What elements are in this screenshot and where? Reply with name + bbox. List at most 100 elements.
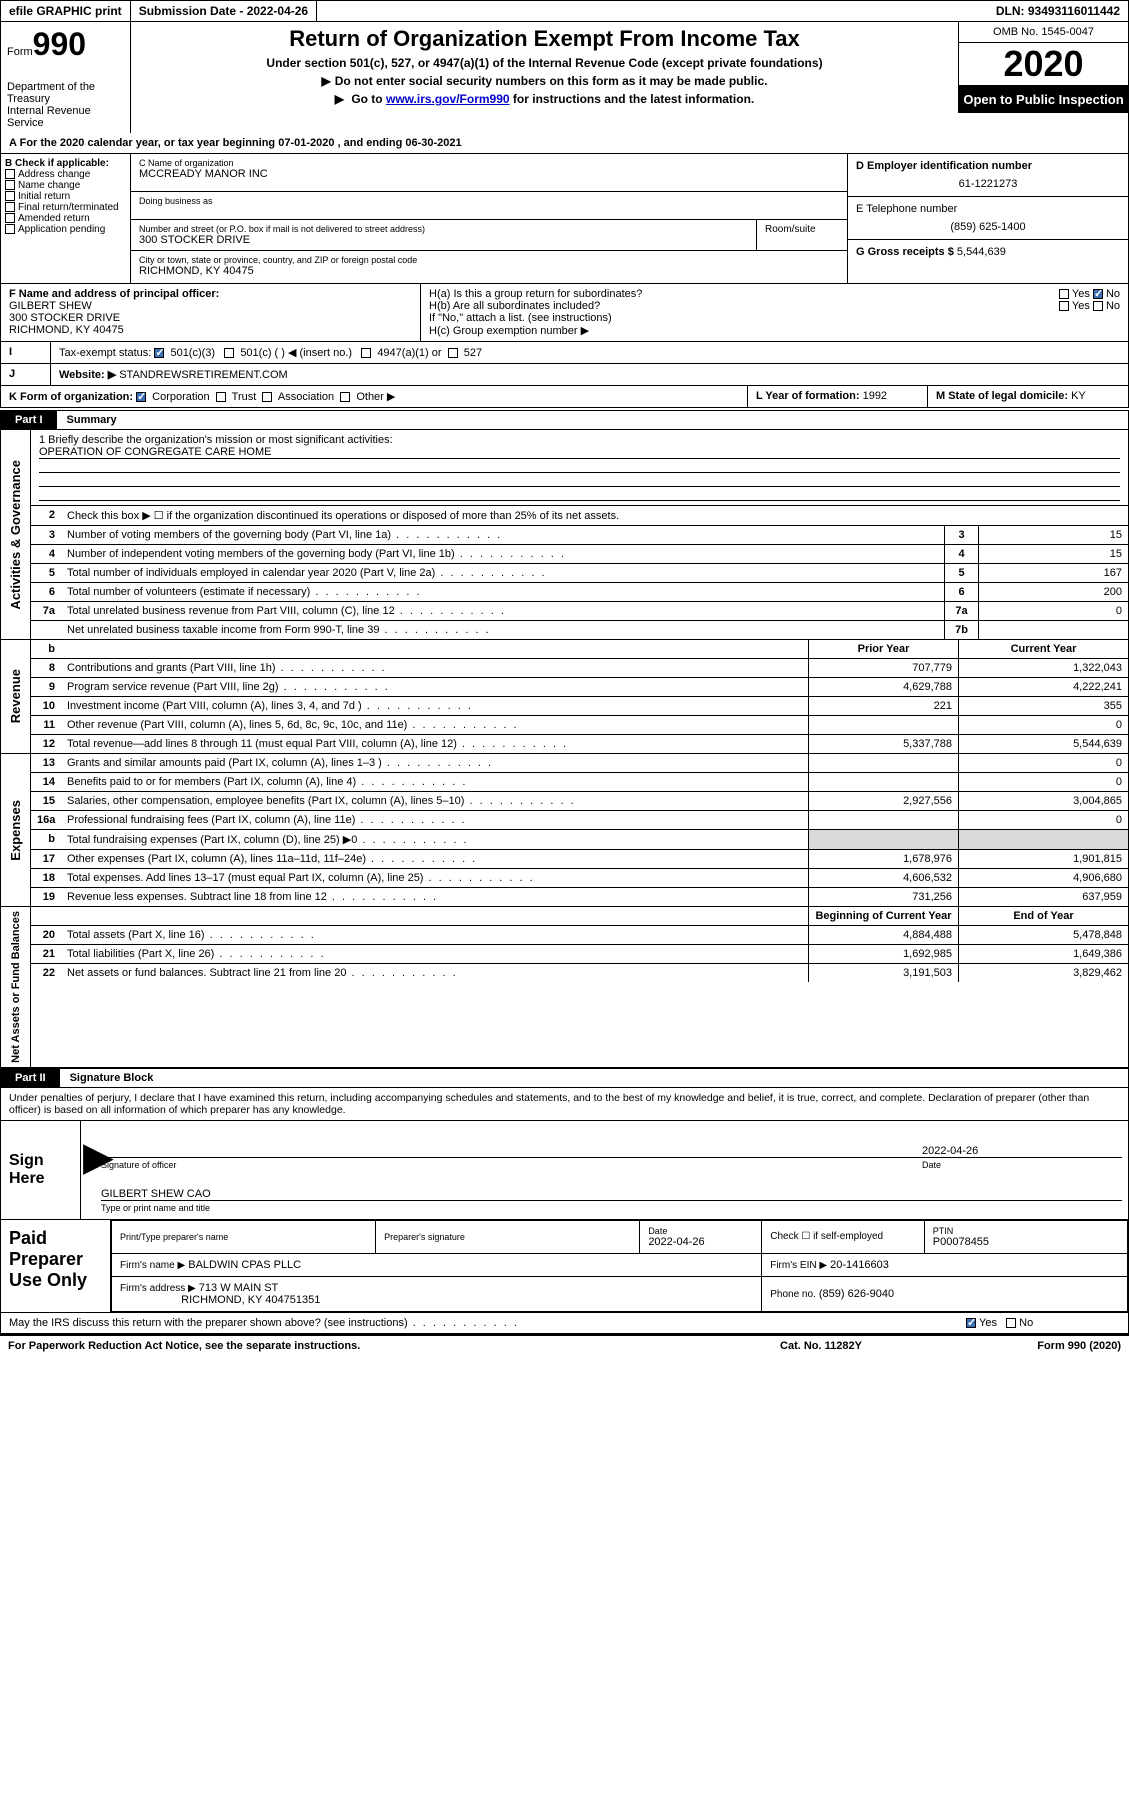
officer-label: F Name and address of principal officer: [9,288,412,300]
tax-exempt: Tax-exempt status: 501(c)(3) 501(c) ( ) … [51,342,1128,363]
public-inspection: Open to Public Inspection [958,86,1128,113]
name-title-label: Type or print name and title [101,1203,1122,1213]
section-expenses: Expenses 13Grants and similar amounts pa… [0,754,1129,907]
discuss-yes[interactable] [966,1318,976,1328]
check-4947[interactable] [361,348,371,358]
box-d: D Employer identification number 61-1221… [848,154,1128,283]
tel-value: (859) 625-1400 [856,221,1120,233]
revenue-row: 10Investment income (Part VIII, column (… [31,697,1128,716]
gross-value: 5,544,639 [957,246,1006,258]
row-ij: I Tax-exempt status: 501(c)(3) 501(c) ( … [0,342,1129,364]
i-label: I [1,342,51,363]
ha-no[interactable] [1093,289,1103,299]
check-address[interactable] [5,169,15,179]
check-assoc[interactable] [262,392,272,402]
org-name: MCCREADY MANOR INC [139,168,839,180]
lbl-pending: Application pending [18,224,105,235]
sig-label: Signature of officer [101,1160,922,1170]
officer-addr1: 300 STOCKER DRIVE [9,312,412,324]
room-label: Room/suite [757,220,847,250]
box-c: C Name of organization MCCREADY MANOR IN… [131,154,848,283]
goto-pre: Go to [351,92,386,106]
date-label: Date [922,1160,1122,1170]
hb-yes[interactable] [1059,301,1069,311]
row-klm: K Form of organization: Corporation Trus… [0,386,1129,408]
subtitle-1: Under section 501(c), 527, or 4947(a)(1)… [135,56,954,70]
revenue-label: Revenue [6,665,25,727]
netassets-label: Net Assets or Fund Balances [8,907,24,1067]
dba-label: Doing business as [139,196,839,206]
addr-label: Number and street (or P.O. box if mail i… [139,224,748,234]
current-year-hdr: Current Year [958,640,1128,658]
ha-yes[interactable] [1059,289,1069,299]
check-501c[interactable] [224,348,234,358]
box-f: F Name and address of principal officer:… [1,284,421,341]
part1-tag: Part I [1,411,57,429]
form990-link[interactable]: www.irs.gov/Form990 [386,92,510,106]
m-label: M State of legal domicile: [936,390,1068,402]
expense-row: 18Total expenses. Add lines 13–17 (must … [31,869,1128,888]
check-other[interactable] [340,392,350,402]
check-initial[interactable] [5,191,15,201]
form-number: 990 [33,26,86,62]
check-trust[interactable] [216,392,226,402]
check-527[interactable] [448,348,458,358]
box-l: L Year of formation: 1992 [748,386,928,407]
yes-lbl2: Yes [1072,300,1090,312]
submission-date: Submission Date - 2022-04-26 [131,1,317,21]
officer-addr2: RICHMOND, KY 40475 [9,324,412,336]
check-name[interactable] [5,180,15,190]
activity-row: 3Number of voting members of the governi… [31,526,1128,545]
501c-lbl: 501(c) ( ) ◀ (insert no.) [240,347,352,359]
cat-no: Cat. No. 11282Y [721,1340,921,1352]
firm-ein: 20-1416603 [830,1259,889,1271]
k-label: K Form of organization: [9,391,133,403]
firm-ein-lbl: Firm's EIN ▶ [770,1260,827,1271]
prep-name-lbl: Print/Type preparer's name [120,1232,367,1242]
activity-row: 6Total number of volunteers (estimate if… [31,583,1128,602]
dept-label: Department of the Treasury [7,81,124,105]
no-lbl: No [1106,288,1120,300]
expenses-label: Expenses [6,796,25,865]
section-activities: Activities & Governance 1 Briefly descri… [0,430,1129,640]
end-year-hdr: End of Year [958,907,1128,925]
website-value: STANDREWSRETIREMENT.COM [119,369,287,381]
check-pending[interactable] [5,224,15,234]
gross-label: G Gross receipts $ [856,246,954,258]
lbl-initial: Initial return [18,191,70,202]
yes-lbl: Yes [1072,288,1090,300]
hb-no[interactable] [1093,301,1103,311]
discuss-no[interactable] [1006,1318,1016,1328]
netassets-row: 20Total assets (Part X, line 16)4,884,48… [31,926,1128,945]
discuss-text: May the IRS discuss this return with the… [1,1313,958,1333]
j-letter: J [1,364,51,385]
check-501c3[interactable] [154,348,164,358]
ptin-val: P00078455 [933,1236,1119,1248]
penalties-text: Under penalties of perjury, I declare th… [0,1088,1129,1121]
row-j: J Website: ▶ STANDREWSRETIREMENT.COM [0,364,1129,386]
section-bcd: B Check if applicable: Address change Na… [0,154,1129,283]
lbl-final: Final return/terminated [18,202,119,213]
check-corp[interactable] [136,392,146,402]
hb2-label: If "No," attach a list. (see instruction… [429,312,1120,324]
top-bar: efile GRAPHIC print efile GRAPHIC print … [0,0,1129,22]
officer-name: GILBERT SHEW [9,300,412,312]
paid-preparer: Paid Preparer Use Only Print/Type prepar… [0,1220,1129,1313]
check-final[interactable] [5,202,15,212]
part2-tag: Part II [1,1069,60,1087]
netassets-row: 22Net assets or fund balances. Subtract … [31,964,1128,982]
ha-label: H(a) Is this a group return for subordin… [429,288,642,300]
revenue-row: 12Total revenue—add lines 8 through 11 (… [31,735,1128,753]
section-fh: F Name and address of principal officer:… [0,283,1129,342]
hb-label: H(b) Are all subordinates included? [429,300,600,312]
revenue-header: b Prior Year Current Year [31,640,1128,659]
website-label: Website: ▶ [59,369,116,381]
netassets-header: Beginning of Current Year End of Year [31,907,1128,926]
box-h: H(a) Is this a group return for subordin… [421,284,1128,341]
check-amended[interactable] [5,213,15,223]
ein-value: 61-1221273 [856,178,1120,190]
corp-lbl: Corporation [152,391,209,403]
l-label: L Year of formation: [756,390,860,402]
self-emp-lbl: Check ☐ if self-employed [770,1231,916,1242]
tax-year: 2020 [958,43,1128,86]
